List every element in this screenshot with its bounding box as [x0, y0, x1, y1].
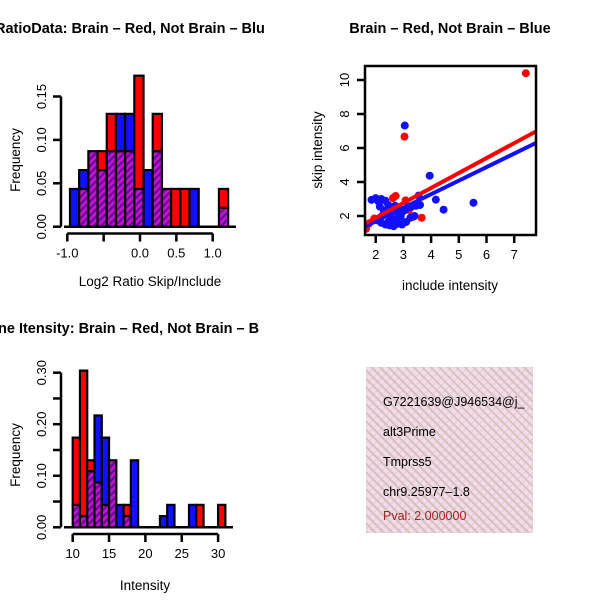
hist-bar [217, 503, 227, 529]
x-tick-label: 5 [455, 247, 462, 262]
scatter-point-blue [410, 212, 419, 220]
scatter-point-red [521, 69, 530, 78]
y-tick-label: 0.10 [34, 127, 49, 152]
x-tick-label: 30 [211, 546, 225, 561]
y-tick-label: 0.05 [34, 171, 49, 196]
info-box: G7221639@J946534@j_ alt3Prime Tmprss5 ch… [366, 367, 533, 533]
x-tick-label: 1.0 [204, 246, 222, 261]
x-tick-label: 0.5 [167, 246, 185, 261]
hist-bar [179, 187, 191, 228]
y-tick-label: 0.10 [34, 463, 49, 488]
scatter-point-red [417, 213, 426, 222]
x-tick-label: 25 [175, 546, 189, 561]
hist-bar [114, 112, 127, 153]
info-locus: chr9.25977–1.8 [383, 485, 470, 499]
x-tick-label: 15 [102, 546, 116, 561]
hist-bar [133, 187, 145, 228]
info-splice-type: alt3Prime [383, 425, 436, 439]
hist-bar [78, 369, 89, 518]
hist-bar [124, 112, 136, 153]
hist-bar [217, 206, 230, 228]
x-axis-label: Log2 Ratio Skip/Include [79, 274, 222, 289]
scatter-content [365, 69, 536, 233]
scatter-point-blue [431, 195, 440, 204]
scatter-point-blue [439, 205, 448, 214]
hist-bar [107, 459, 118, 529]
red-regression-line [365, 129, 536, 226]
info-gene-id: G7221639@J946534@j_ [383, 395, 525, 409]
y-tick-label: 0.00 [34, 214, 49, 239]
y-tick-label: 0.00 [34, 515, 49, 540]
scatter-title: Brain – Red, Not Brain – Blue [349, 21, 551, 37]
x-tick-label: 4 [427, 247, 434, 262]
y-tick-label: 0.15 [34, 84, 49, 109]
hist-bar [188, 187, 200, 228]
hist-bar [87, 150, 99, 228]
y-tick-label: 8 [337, 110, 352, 117]
hist-bar [105, 112, 118, 153]
ratio-histogram-plot: -1.0 0.0 0.5 1.0 0.00 0.05 0.10 0.15 Log2 Ratio … [8, 74, 236, 289]
hist-bar [133, 74, 145, 191]
hist-intensity-title: ne Itensity: Brain – Red, Not Brain – B [0, 321, 260, 337]
y-tick-label: 2 [337, 212, 352, 219]
hist-bar [114, 150, 127, 228]
hist-bar [68, 187, 81, 228]
y-tick-label: 10 [337, 73, 352, 87]
y-axis-label: skip intensity [310, 111, 325, 189]
scatter-point-blue [425, 171, 434, 180]
scatter-point-red [388, 194, 397, 203]
hist-bar [195, 503, 205, 529]
scatter-point-blue [469, 198, 478, 207]
x-tick-label: 20 [138, 546, 152, 561]
hist-ratio-title-container: RatioData: Brain – Red, Not Brain – Blu [0, 21, 300, 47]
hist-bar [160, 187, 173, 228]
x-tick-label: 0.0 [131, 246, 149, 261]
hist-bar [170, 187, 182, 228]
y-axis-label: Frequency [8, 128, 23, 192]
x-tick-label: 10 [65, 546, 79, 561]
hist-bar [78, 169, 90, 191]
hist-intensity-title-container: ne Itensity: Brain – Red, Not Brain – B [0, 321, 300, 347]
scatter-point-blue [416, 200, 425, 209]
scatter-point-blue [400, 121, 409, 130]
y-tick-label: 6 [337, 144, 352, 151]
hist-bar [105, 150, 118, 228]
hist-bar [129, 459, 140, 529]
hist-bar [166, 503, 176, 529]
x-tick-label: 2 [372, 247, 379, 262]
y-tick-label: 4 [337, 178, 352, 185]
x-tick-label: -1.0 [56, 246, 78, 261]
y-tick-label: 0.30 [34, 360, 49, 385]
scatter-point-blue [396, 212, 405, 221]
y-axis-label: Frequency [8, 423, 23, 487]
hist-bar [124, 150, 136, 228]
hist-bar [142, 169, 154, 228]
plot-box [363, 64, 538, 237]
intensity-histogram-plot: 10 15 20 25 30 0.00 0.10 0.20 0.30 Intensity Frequ… [8, 360, 233, 593]
x-tick-label: 3 [400, 247, 407, 262]
hist-bar [78, 187, 90, 228]
scatter-point-red [400, 132, 409, 141]
scatter-title-container: Brain – Red, Not Brain – Blue [300, 21, 600, 47]
hist-bar [96, 150, 108, 172]
info-gene-name: Tmprss5 [383, 455, 432, 469]
scatter-point-blue [384, 217, 393, 226]
hist-bar [151, 150, 164, 228]
blue-regression-line [365, 141, 536, 229]
x-axis-label: Intensity [120, 578, 171, 593]
x-tick-label: 6 [483, 247, 490, 262]
y-tick-label: 0.20 [34, 412, 49, 437]
x-tick-label: 7 [511, 247, 518, 262]
hist-bar [96, 169, 108, 228]
intensity-scatter-plot: 2 3 4 5 6 7 2 4 6 8 10 include intensity skip intens… [310, 64, 538, 293]
hist-bar [151, 112, 164, 153]
hist-ratio-title: RatioData: Brain – Red, Not Brain – Blu [0, 21, 265, 37]
x-axis-label: include intensity [402, 278, 498, 293]
info-pval: Pval: 2.000000 [383, 509, 467, 523]
hist-bar [217, 187, 230, 209]
